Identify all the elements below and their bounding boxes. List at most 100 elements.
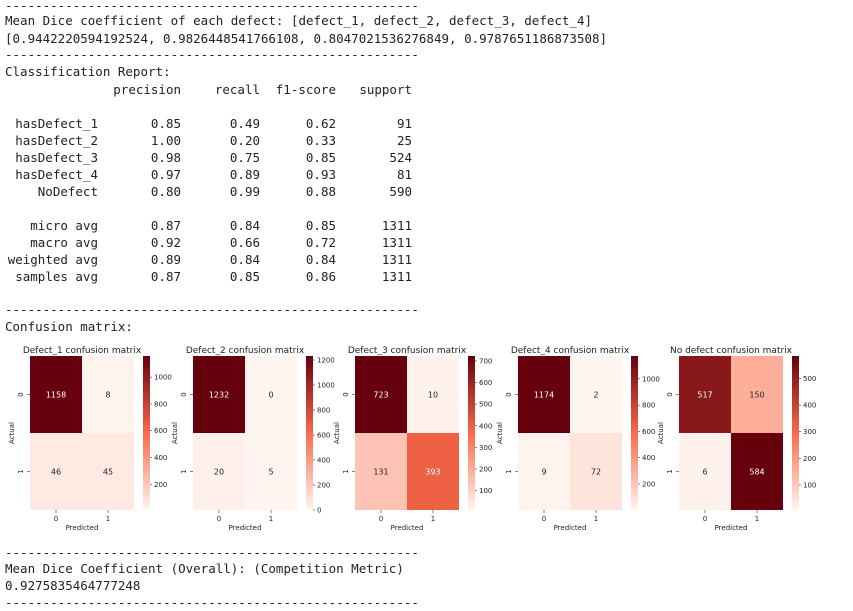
heatmap-cell (193, 356, 245, 433)
heatmap-cell (518, 356, 570, 433)
colorbar-tick-label: 100 (479, 487, 492, 495)
x-tick-label: 0 (217, 515, 221, 523)
x-tick-label: 0 (542, 515, 546, 523)
colorbar-tick-label: 800 (154, 400, 167, 408)
cell-value: 150 (749, 391, 764, 400)
report-cell: 91 (396, 116, 412, 131)
heatmap-svg: No defect confusion matrix 517 150 6 584 0 1 Ac… (657, 346, 816, 532)
colorbar (631, 356, 638, 510)
report-column-header: f1-score (275, 82, 336, 97)
colorbar-tick-label: 200 (642, 480, 655, 488)
report-row-label: NoDefect (37, 184, 98, 199)
colorbar-tick-label: 600 (317, 432, 330, 440)
colorbar-tick-label: 200 (317, 482, 330, 490)
report-column-header: precision (113, 82, 181, 97)
cell-value: 45 (103, 468, 113, 477)
heatmap-cell (731, 433, 783, 510)
confusion-matrix-chart: Defect_1 confusion matrix 1158 8 46 45 0 1 Actu… (8, 344, 172, 536)
colorbar (468, 356, 475, 510)
separator: ----------------------------------------… (5, 0, 419, 13)
x-tick-label: 1 (269, 515, 273, 523)
heatmap-cell (30, 433, 82, 510)
heatmap-cell (355, 433, 407, 510)
colorbar-tick-label: 600 (154, 427, 167, 435)
separator: ----------------------------------------… (5, 595, 419, 610)
heatmap-cell (82, 356, 134, 433)
report-cell: 0.84 (229, 252, 260, 267)
report-cell: 0.86 (305, 269, 336, 284)
x-axis-label: Predicted (715, 524, 748, 532)
heatmap-cell (355, 356, 407, 433)
colorbar-tick-label: 300 (479, 444, 492, 452)
y-tick-label: 0 (17, 392, 25, 396)
heatmap-svg: Defect_2 confusion matrix 1232 0 20 5 0 1 Actua… (171, 346, 335, 532)
cell-value: 10 (428, 391, 438, 400)
colorbar-tick-label: 200 (803, 455, 816, 463)
cell-value: 584 (749, 468, 764, 477)
report-column-header: recall (214, 82, 260, 97)
colorbar-tick-label: 200 (479, 465, 492, 473)
cell-value: 1232 (209, 391, 229, 400)
report-cell: 0.62 (305, 116, 336, 131)
report-cell: 0.98 (150, 150, 181, 165)
report-cell: 0.80 (150, 184, 181, 199)
heatmap-cell (679, 356, 731, 433)
report-row-label: weighted avg (7, 252, 98, 267)
y-tick-label: 0 (505, 392, 513, 396)
report-row-label: macro avg (30, 235, 98, 250)
report-cell: 0.75 (229, 150, 260, 165)
overall-value: 0.9275835464777248 (5, 578, 141, 593)
heatmap-cell (82, 433, 134, 510)
confusion-matrix-chart: Defect_2 confusion matrix 1232 0 20 5 0 1 Actua… (171, 344, 335, 536)
x-axis-label: Predicted (66, 524, 99, 532)
colorbar-tick-label: 500 (479, 401, 492, 409)
separator: ----------------------------------------… (5, 302, 419, 317)
report-cell: 0.84 (305, 252, 336, 267)
report-row-label: hasDefect_4 (15, 167, 98, 182)
y-tick-label: 1 (17, 469, 25, 473)
report-cell: 0.87 (150, 218, 181, 233)
colorbar (143, 356, 150, 510)
y-tick-label: 1 (180, 469, 188, 473)
report-cell: 0.85 (305, 150, 336, 165)
cell-value: 46 (51, 468, 61, 477)
x-tick-label: 1 (431, 515, 435, 523)
cell-value: 517 (697, 391, 712, 400)
x-tick-label: 0 (703, 515, 707, 523)
report-cell: 0.97 (150, 167, 181, 182)
report-cell: 0.89 (229, 167, 260, 182)
report-cell: 0.99 (229, 184, 260, 199)
dice-values: [0.9442220594192524, 0.9826448541766108,… (5, 31, 608, 46)
colorbar-tick-label: 800 (317, 407, 330, 415)
confusion-matrix-chart: No defect confusion matrix 517 150 6 584 0 1 Ac… (657, 344, 817, 536)
report-cell: 1311 (381, 218, 412, 233)
colorbar-tick-label: 200 (154, 481, 167, 489)
report-cell: 0.88 (305, 184, 336, 199)
cell-value: 393 (425, 468, 440, 477)
colorbar-tick-label: 400 (317, 457, 330, 465)
colorbar-tick-label: 400 (154, 454, 167, 462)
report-cell: 1.00 (150, 133, 181, 148)
colorbar-tick-label: 700 (479, 357, 492, 365)
cell-value: 6 (702, 468, 707, 477)
report-cell: 0.72 (305, 235, 336, 250)
report-cell: 0.20 (229, 133, 260, 148)
cell-value: 5 (268, 468, 273, 477)
colorbar (792, 356, 799, 510)
y-tick-label: 0 (666, 392, 674, 396)
report-cell: 1311 (381, 235, 412, 250)
report-cell: 524 (389, 150, 412, 165)
dice-header: Mean Dice coefficient of each defect: [d… (5, 13, 592, 28)
report-cell: 0.92 (150, 235, 181, 250)
colorbar-tick-label: 600 (479, 379, 492, 387)
colorbar-tick-label: 600 (642, 428, 655, 436)
chart-title: Defect_2 confusion matrix (186, 346, 305, 356)
heatmap-cell (570, 356, 622, 433)
y-axis-label: Actual (657, 422, 665, 444)
report-row-label: micro avg (30, 218, 98, 233)
confusion-matrix-chart: Defect_4 confusion matrix 1174 2 9 72 0 1 Actua… (496, 344, 660, 536)
separator: ----------------------------------------… (5, 47, 419, 62)
report-cell: 0.85 (150, 116, 181, 131)
cell-value: 1158 (46, 391, 66, 400)
colorbar-tick-label: 400 (479, 422, 492, 430)
